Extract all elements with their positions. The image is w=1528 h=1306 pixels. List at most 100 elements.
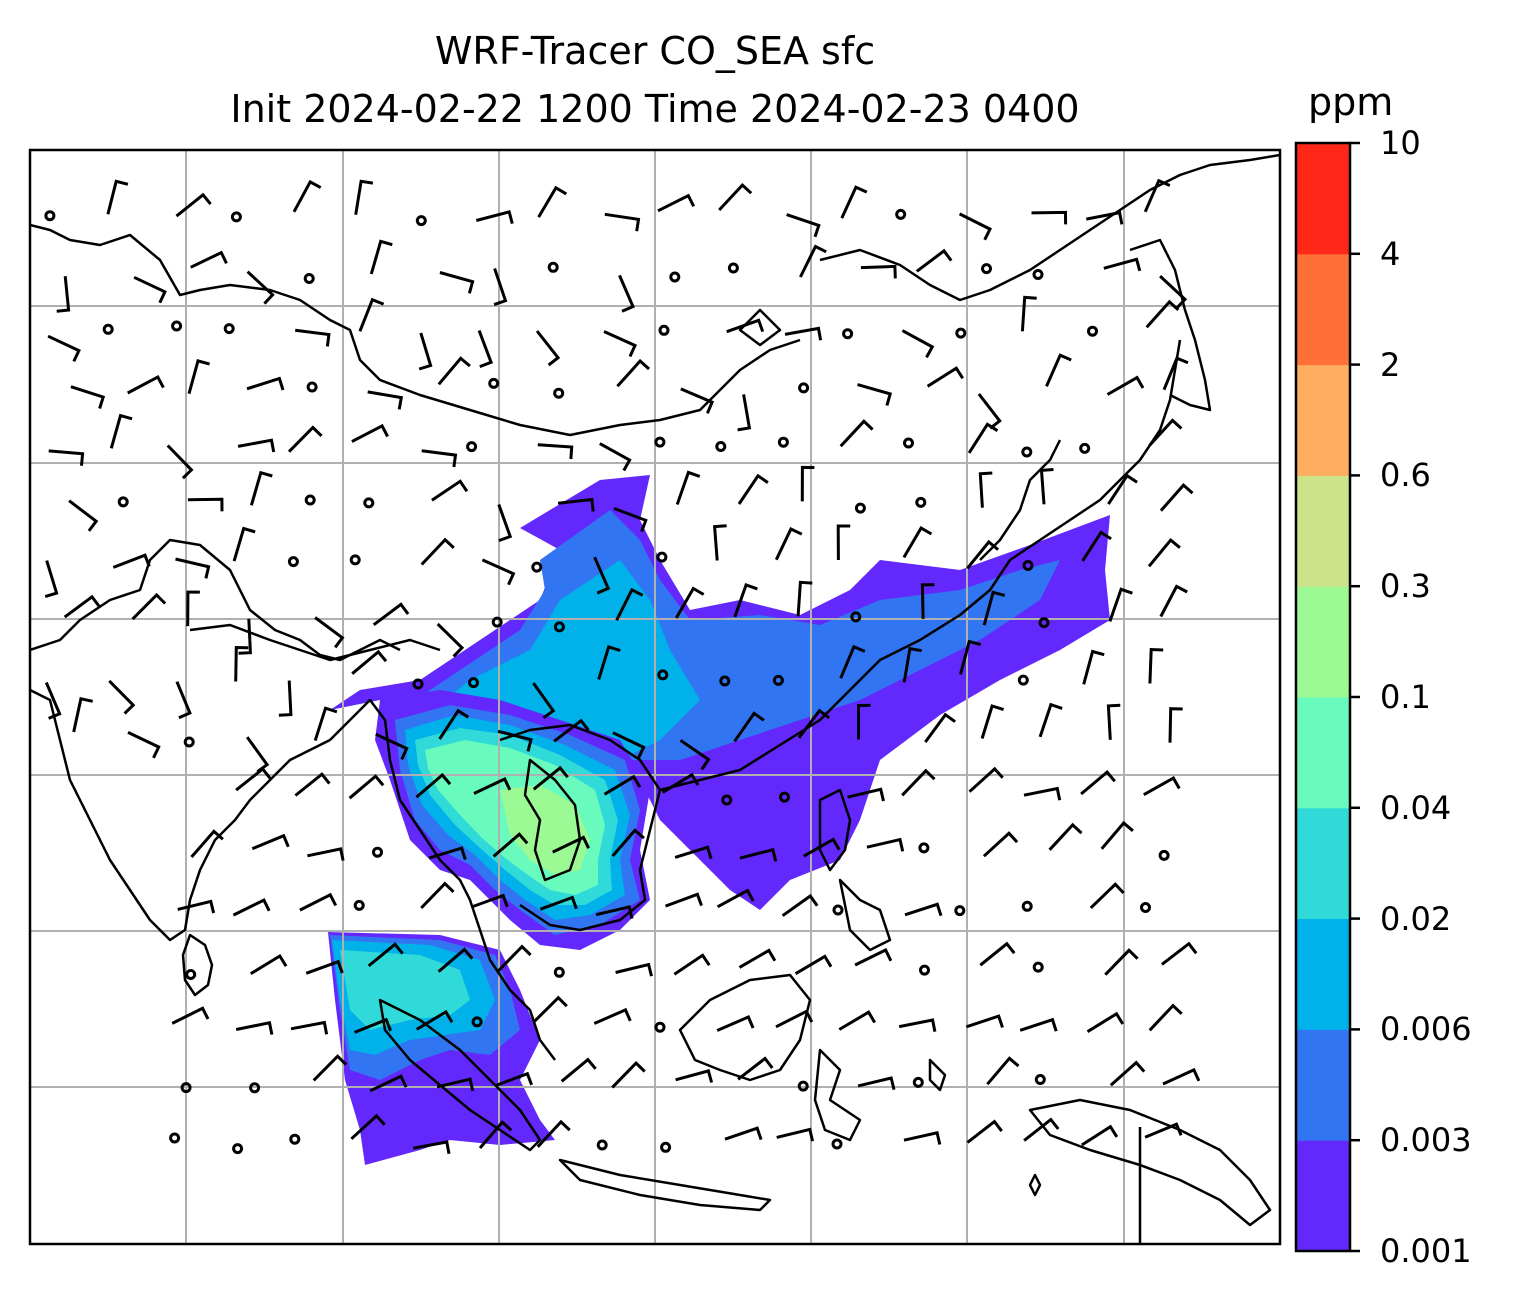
wind-barb xyxy=(537,443,574,460)
wind-barb xyxy=(1038,702,1063,738)
calm-wind-circle xyxy=(553,387,565,399)
wind-barb xyxy=(904,902,943,917)
wind-barb xyxy=(716,1015,755,1032)
colorbar-tick-label: 0.3 xyxy=(1380,567,1431,606)
wind-barb xyxy=(532,765,569,791)
calm-wind-circle xyxy=(1140,902,1151,913)
wind-barb xyxy=(966,1119,1003,1144)
calm-wind-circle xyxy=(955,327,967,339)
wind-barb xyxy=(1082,649,1105,685)
tracer-plume xyxy=(328,475,1110,1165)
calm-wind-circle xyxy=(232,1143,244,1155)
wind-barb xyxy=(784,326,823,341)
wind-barb xyxy=(478,1120,513,1149)
wind-barb xyxy=(926,366,964,388)
calm-wind-circle xyxy=(832,904,844,916)
wind-barb xyxy=(537,185,568,218)
wind-barb xyxy=(436,622,465,658)
wind-barb xyxy=(278,680,293,717)
wind-barb xyxy=(190,829,224,858)
wind-barb xyxy=(860,264,897,279)
calm-wind-circle xyxy=(779,791,790,803)
wind-barb xyxy=(1089,882,1125,909)
wind-barb xyxy=(799,244,827,278)
wind-barb xyxy=(1143,178,1171,213)
wind-barb xyxy=(481,558,516,586)
wind-barb xyxy=(604,212,641,232)
plume-level-6-south xyxy=(500,785,590,875)
wind-barb xyxy=(1023,1117,1060,1142)
calm-wind-circle xyxy=(223,323,235,335)
wind-barb xyxy=(1159,482,1194,512)
wind-barb xyxy=(1159,275,1188,310)
wind-barb xyxy=(1100,820,1134,850)
wind-barb xyxy=(106,179,129,215)
calm-wind-circle xyxy=(353,899,365,911)
calm-wind-circle xyxy=(547,261,559,273)
calm-wind-circle xyxy=(658,324,670,336)
calm-wind-circle xyxy=(895,208,907,220)
wind-barb xyxy=(657,193,696,213)
wind-barb xyxy=(737,473,769,505)
wind-barb xyxy=(661,772,700,794)
wind-barb xyxy=(680,387,715,414)
calm-wind-circle xyxy=(1021,900,1033,912)
wind-barb xyxy=(724,1126,763,1141)
wind-barb xyxy=(177,899,216,914)
wind-barb xyxy=(251,833,290,851)
calm-wind-circle xyxy=(289,1133,301,1145)
wind-barb xyxy=(1020,295,1037,332)
wind-barb xyxy=(615,587,644,621)
wind-barb xyxy=(866,837,905,852)
wind-barb xyxy=(966,539,1000,570)
calm-wind-circle xyxy=(654,1021,666,1033)
wind-barb xyxy=(857,383,893,406)
wind-barb xyxy=(1148,647,1164,684)
calm-wind-circle xyxy=(657,669,669,681)
wind-barb xyxy=(175,557,211,579)
wind-barb xyxy=(497,944,532,972)
wind-barb xyxy=(290,1020,329,1035)
wind-barb xyxy=(535,330,561,367)
wind-barb xyxy=(127,731,161,759)
colorbar-tick-label: 0.6 xyxy=(1380,456,1431,495)
wind-barb xyxy=(234,645,249,682)
wind-barb xyxy=(979,941,1016,967)
wind-barb xyxy=(603,330,637,358)
calm-wind-circle xyxy=(669,271,681,283)
colorbar-segment xyxy=(1296,364,1350,476)
wind-barb xyxy=(175,192,212,218)
wind-barb xyxy=(1031,210,1068,225)
wind-barb xyxy=(797,708,831,739)
colorbar-segment xyxy=(1296,586,1350,698)
wind-barb xyxy=(802,837,841,858)
wind-barb xyxy=(737,1056,774,1081)
wind-barb xyxy=(1107,473,1138,505)
wind-barb xyxy=(902,525,933,559)
calm-wind-circle xyxy=(287,556,299,568)
wind-barb xyxy=(599,442,632,472)
calm-wind-circle xyxy=(656,551,668,563)
calm-wind-circle xyxy=(596,1139,608,1151)
wind-barb xyxy=(367,390,404,410)
wind-barb xyxy=(238,618,252,655)
wind-barb xyxy=(613,506,648,533)
wind-barb xyxy=(473,777,512,795)
wind-barb xyxy=(190,250,228,269)
colorbar-tick-label: 0.006 xyxy=(1380,1010,1472,1049)
wind-barb xyxy=(1108,587,1133,622)
wind-barb xyxy=(924,712,956,743)
wind-barb xyxy=(358,297,385,332)
wind-barb xyxy=(718,182,753,212)
calm-wind-circle xyxy=(831,1138,843,1150)
wind-barb xyxy=(557,497,595,512)
wind-barb xyxy=(299,892,338,912)
wind-barb xyxy=(733,711,765,743)
wind-barb xyxy=(738,948,777,969)
calm-wind-circle xyxy=(491,616,503,628)
wind-barb xyxy=(1106,375,1145,396)
wind-barb xyxy=(1080,769,1116,796)
calm-wind-circle xyxy=(363,497,375,509)
wind-barb xyxy=(187,497,224,512)
wind-barb xyxy=(1148,418,1183,447)
